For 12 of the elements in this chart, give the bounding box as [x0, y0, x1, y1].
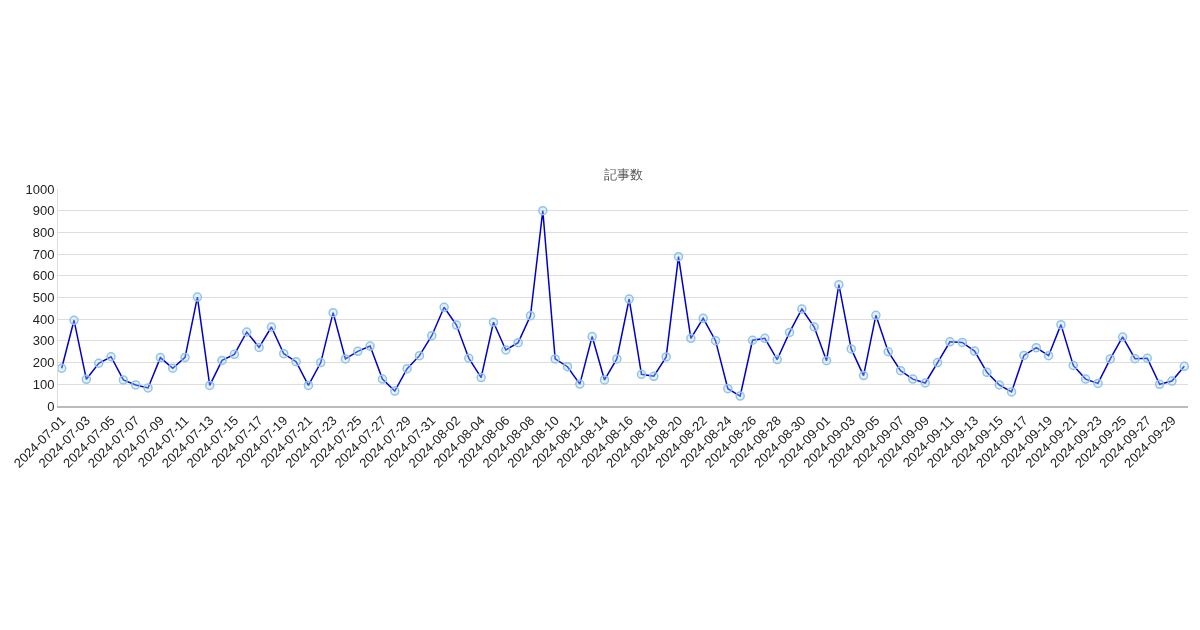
y-tick-label: 800 [32, 224, 55, 240]
y-tick-label: 900 [32, 203, 55, 219]
y-tick-label: 600 [32, 268, 55, 284]
y-tick-label: 700 [32, 246, 55, 262]
y-tick-label: 400 [32, 311, 55, 327]
y-tick-label: 500 [32, 290, 55, 306]
y-tick-label: 200 [32, 355, 55, 371]
chart-title: 記事数 [603, 167, 643, 182]
y-tick-label: 300 [32, 333, 55, 349]
y-tick-label: 100 [32, 376, 55, 392]
y-tick-label: 1000 [25, 181, 55, 197]
y-tick-label: 0 [47, 398, 55, 414]
